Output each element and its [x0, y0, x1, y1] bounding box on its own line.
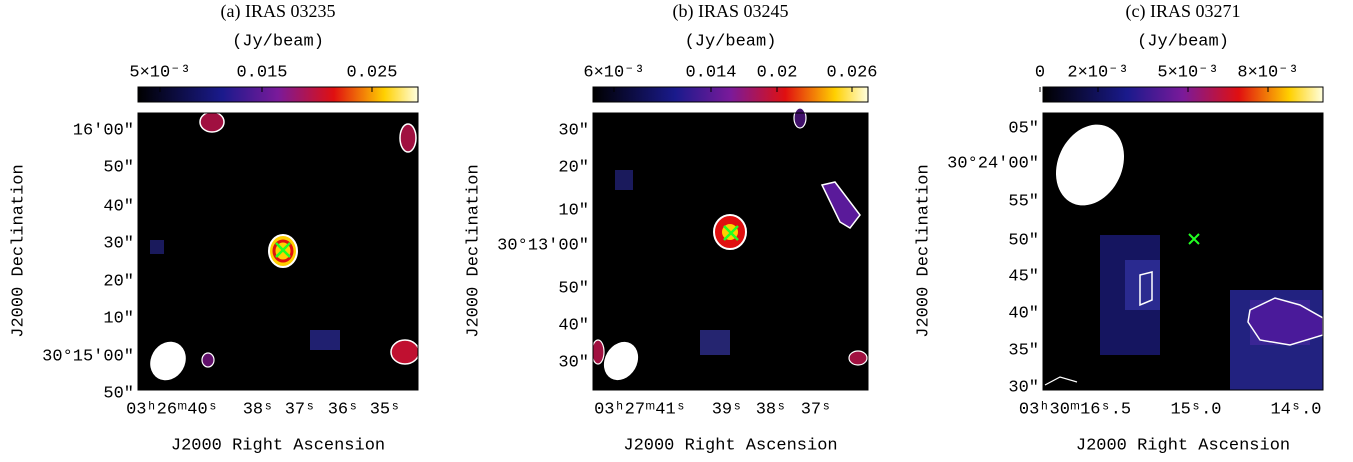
colorbar-tick-label: 8×10⁻³ — [1237, 63, 1298, 82]
colorbar-unit: (Jy/beam) — [232, 32, 324, 51]
panel-title: (a) IRAS 03235 — [221, 1, 336, 22]
colorbar-tick-label: 0.014 — [685, 63, 736, 82]
y-axis-label: J2000 Declination — [9, 164, 28, 337]
y-tick-label: 20″ — [558, 158, 589, 177]
colorbar — [1042, 86, 1324, 103]
y-tick-label: 50″ — [1008, 231, 1039, 250]
colorbar-tick-label: 0.026 — [826, 63, 877, 82]
panel-title: (b) IRAS 03245 — [673, 1, 789, 22]
y-tick-label: 30°15′00″ — [42, 347, 134, 366]
y-tick-label: 30″ — [103, 234, 134, 253]
x-tick-label: 03ʰ26ᵐ40ˢ — [126, 400, 218, 419]
colorbar-tick-label: 5×10⁻³ — [129, 63, 190, 82]
colorbar-tick-label: 6×10⁻³ — [583, 63, 644, 82]
y-tick-label: 45″ — [1008, 267, 1039, 286]
y-tick-label: 35″ — [1008, 341, 1039, 360]
y-tick-label: 05″ — [1008, 119, 1039, 138]
colorbar-tick-label: 0.025 — [346, 63, 397, 82]
colorbar — [592, 86, 869, 103]
x-tick-label: 38ˢ — [243, 400, 274, 419]
y-tick-label: 55″ — [1008, 192, 1039, 211]
colorbar-tick-label: 0.015 — [236, 63, 287, 82]
x-tick-label: 37ˢ — [801, 400, 832, 419]
x-tick-label: 03ʰ30ᵐ16ˢ.5 — [1019, 400, 1131, 419]
y-tick-label: 50″ — [103, 384, 134, 403]
y-tick-label: 30″ — [558, 353, 589, 372]
colorbar-tick-label: 0 — [1035, 63, 1045, 82]
x-tick-label: 35ˢ — [370, 400, 401, 419]
colorbar-tick-label: 5×10⁻³ — [1157, 63, 1218, 82]
colorbar-unit: (Jy/beam) — [1137, 32, 1229, 51]
x-tick-label: 03ʰ27ᵐ41ˢ — [594, 400, 686, 419]
y-tick-label: 10″ — [103, 309, 134, 328]
colorbar-unit: (Jy/beam) — [685, 32, 777, 51]
y-tick-label: 40″ — [1008, 304, 1039, 323]
y-axis-label: J2000 Declination — [464, 164, 483, 337]
y-tick-label: 30″ — [1008, 378, 1039, 397]
image-a — [137, 111, 420, 391]
x-tick-label: 36ˢ — [328, 400, 359, 419]
y-tick-label: 20″ — [103, 272, 134, 291]
colorbar — [137, 86, 419, 103]
image-c — [1042, 112, 1324, 391]
panel-title: (c) IRAS 03271 — [1126, 1, 1241, 22]
x-axis-label: J2000 Right Ascension — [1076, 436, 1290, 455]
x-axis-label: J2000 Right Ascension — [171, 436, 385, 455]
y-tick-label: 50″ — [103, 158, 134, 177]
colorbar-tick-label: 0.02 — [757, 63, 798, 82]
y-tick-label: 10″ — [558, 201, 589, 220]
y-tick-label: 30°13′00″ — [497, 236, 589, 255]
image-b — [591, 107, 869, 391]
y-tick-label: 16′00″ — [73, 121, 134, 140]
y-tick-label: 30″ — [558, 121, 589, 140]
x-tick-label: 15ˢ.0 — [1170, 400, 1221, 419]
x-axis-label: J2000 Right Ascension — [623, 436, 837, 455]
colorbar-tick-label: 2×10⁻³ — [1067, 63, 1128, 82]
x-tick-label: 38ˢ — [756, 400, 787, 419]
x-tick-label: 37ˢ — [285, 400, 316, 419]
x-tick-label: 14ˢ.0 — [1270, 400, 1321, 419]
y-tick-label: 40″ — [103, 197, 134, 216]
y-axis-label: J2000 Declination — [914, 164, 933, 337]
x-tick-label: 39ˢ — [712, 400, 743, 419]
y-tick-label: 40″ — [558, 316, 589, 335]
y-tick-label: 50″ — [558, 279, 589, 298]
y-tick-label: 30°24′00″ — [947, 154, 1039, 173]
